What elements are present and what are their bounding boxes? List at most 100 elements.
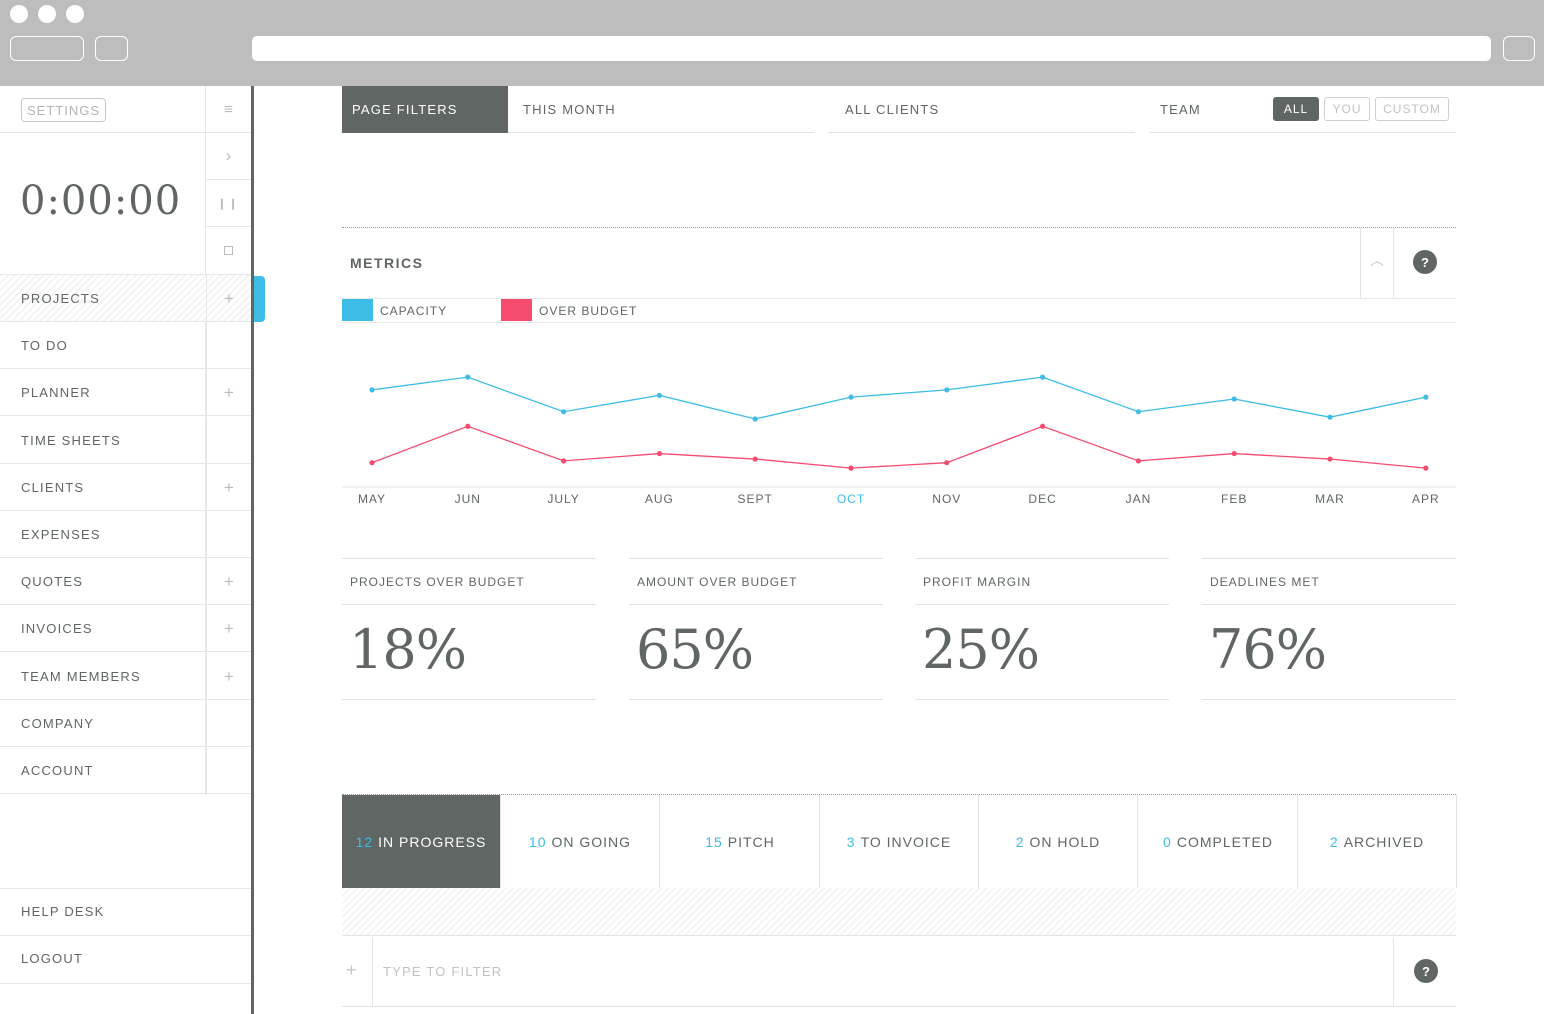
metrics-line-chart: MAY JUN JULY AUG SEPT OCT NOV DEC JAN FEB MAR APR — [342, 374, 1456, 506]
collapse-icon[interactable]: ︿ — [1370, 252, 1384, 268]
status-tab-on-going[interactable]: 10 ON GOING — [501, 795, 660, 888]
stat-top-line — [342, 558, 596, 559]
logout-row[interactable] — [0, 936, 251, 984]
data-point — [848, 465, 854, 471]
team-filter-label: TEAM — [1160, 86, 1201, 133]
stat-value: 65% — [636, 618, 754, 681]
x-tick-label: SEPT — [738, 492, 773, 506]
sidebar-item-label: INVOICES — [21, 621, 93, 636]
logout-link[interactable]: LOGOUT — [21, 951, 84, 966]
sidebar-item-projects[interactable] — [0, 275, 251, 322]
address-bar[interactable] — [252, 36, 1491, 61]
status-tab-count: 2 — [1329, 833, 1339, 850]
empty-control — [206, 700, 251, 747]
stat-label: PROFIT MARGIN — [923, 575, 1032, 589]
sidebar-item-time-sheets[interactable] — [0, 417, 251, 464]
window-close-dot[interactable] — [10, 5, 28, 23]
filter-row — [342, 936, 1456, 1007]
data-point — [1423, 465, 1429, 471]
stat-mid-line — [915, 604, 1169, 605]
sidebar-item-clients[interactable] — [0, 464, 251, 511]
stat-bottom-line — [915, 699, 1169, 700]
filter-sep-left — [372, 937, 373, 1007]
sidebar-item-to-do[interactable] — [0, 322, 251, 369]
sidebar-item-invoices[interactable] — [0, 605, 251, 652]
x-tick-label: JUN — [455, 492, 481, 506]
metrics-help-icon[interactable]: ? — [1413, 250, 1437, 274]
status-tab-label: IN PROGRESS — [378, 833, 487, 850]
add-filter-icon[interactable]: + — [346, 960, 357, 980]
sidebar-item-label: COMPANY — [21, 716, 95, 731]
sidebar-item-expenses[interactable] — [0, 511, 251, 558]
team-chip-you[interactable]: YOU — [1324, 97, 1370, 121]
team-underline — [1150, 132, 1456, 133]
x-tick-label: JAN — [1126, 492, 1152, 506]
status-tab-in-progress[interactable]: 12 IN PROGRESS — [342, 795, 501, 888]
x-tick-label: MAR — [1315, 492, 1345, 506]
status-tab-archived[interactable]: 2 ARCHIVED — [1298, 795, 1457, 888]
status-tab-count: 2 — [1015, 833, 1025, 850]
status-tab-label: PITCH — [727, 833, 775, 850]
filter-help-icon[interactable]: ? — [1414, 959, 1438, 983]
sidebar-item-company[interactable] — [0, 700, 251, 747]
back-forward-button[interactable] — [10, 36, 84, 61]
sidebar-item-team-members[interactable] — [0, 653, 251, 700]
x-tick-label: OCT — [837, 492, 865, 506]
team-chip-custom[interactable]: CUSTOM — [1375, 97, 1449, 121]
stat-mid-line — [1202, 604, 1456, 605]
browser-action-button[interactable] — [1503, 36, 1535, 61]
metrics-divider — [342, 227, 1456, 228]
stat-value: 25% — [922, 618, 1040, 681]
sidebar-item-quotes[interactable] — [0, 558, 251, 605]
window-maximize-dot[interactable] — [66, 5, 84, 23]
stat-top-line — [629, 558, 883, 559]
series-line-over-budget — [371, 425, 1426, 469]
add-icon[interactable]: + — [206, 275, 251, 322]
filter-input[interactable] — [383, 958, 1373, 984]
help-desk-link[interactable]: HELP DESK — [21, 904, 105, 919]
empty-control — [206, 511, 251, 558]
page-filters-tab[interactable]: PAGE FILTERS — [342, 86, 508, 133]
stat-value: 18% — [349, 618, 467, 681]
sidebar-item-account[interactable] — [0, 747, 251, 794]
add-icon[interactable]: + — [206, 464, 251, 511]
play-icon[interactable]: › — [206, 133, 251, 180]
legend-top-line — [342, 298, 1456, 299]
sidebar-item-label: ACCOUNT — [21, 763, 94, 778]
status-tab-completed[interactable]: 0 COMPLETED — [1139, 795, 1298, 888]
data-point — [1135, 409, 1141, 415]
status-tabs-divider — [342, 794, 1456, 795]
period-filter[interactable]: THIS MONTH — [523, 86, 616, 133]
status-tab-label: TO INVOICE — [860, 833, 952, 850]
pause-icon[interactable]: ❙❙ — [206, 180, 251, 227]
clients-filter[interactable]: ALL CLIENTS — [845, 86, 939, 133]
data-point — [848, 394, 854, 400]
stat-bottom-line — [342, 699, 596, 700]
menu-icon[interactable]: ≡ — [224, 101, 233, 118]
data-point — [369, 387, 375, 393]
stat-label: PROJECTS OVER BUDGET — [350, 575, 525, 589]
add-icon[interactable]: + — [206, 369, 251, 416]
data-point — [1231, 396, 1237, 402]
data-point — [1327, 414, 1333, 420]
add-icon[interactable]: + — [206, 558, 251, 605]
settings-button[interactable]: SETTINGS — [21, 98, 106, 122]
add-icon[interactable]: + — [206, 605, 251, 652]
status-tab-count: 3 — [846, 833, 856, 850]
status-tab-count: 15 — [705, 833, 723, 850]
status-tab-on-hold[interactable]: 2 ON HOLD — [979, 795, 1138, 888]
add-icon[interactable]: + — [206, 653, 251, 700]
team-chip-all[interactable]: ALL — [1273, 97, 1319, 121]
sidebar-item-planner[interactable] — [0, 369, 251, 416]
sidebar-toggle-button[interactable] — [95, 36, 128, 61]
status-tab-to-invoice[interactable]: 3 TO INVOICE — [820, 795, 979, 888]
x-tick-label: DEC — [1028, 492, 1056, 506]
stat-bottom-line — [1202, 699, 1456, 700]
window-minimize-dot[interactable] — [38, 5, 56, 23]
sidebar-item-label: CLIENTS — [21, 480, 85, 495]
status-tab-pitch[interactable]: 15 PITCH — [661, 795, 820, 888]
data-point — [1040, 423, 1046, 429]
stop-icon[interactable] — [206, 227, 251, 274]
empty-control — [206, 417, 251, 464]
help-desk-row[interactable] — [0, 888, 251, 936]
